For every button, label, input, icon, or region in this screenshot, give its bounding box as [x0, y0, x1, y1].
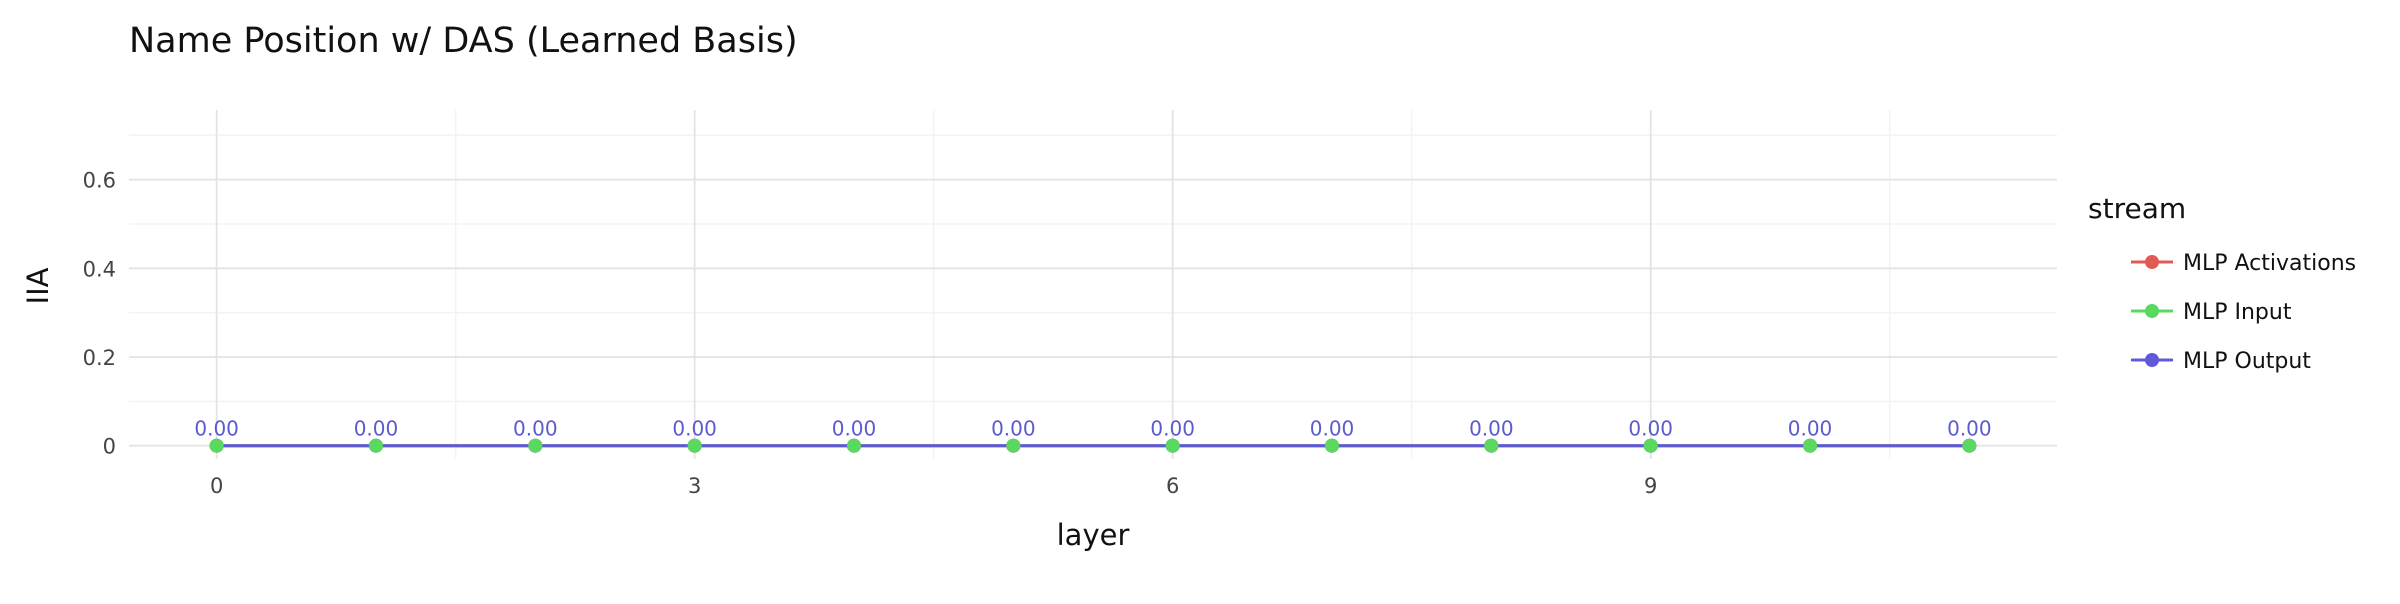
data-point: [528, 438, 543, 453]
x-tick-label: 6: [1166, 474, 1179, 498]
y-tick-label: 0: [103, 435, 116, 459]
legend-item-label: MLP Output: [2183, 349, 2311, 374]
legend-key-point: [2145, 353, 2159, 367]
x-tick-label: 0: [210, 474, 223, 498]
chart-title: Name Position w/ DAS (Learned Basis): [129, 21, 798, 61]
y-tick-label: 0.4: [83, 257, 116, 281]
grid: [129, 110, 2057, 459]
legend: stream MLP Activations MLP Input MLP Outpu…: [2088, 192, 2356, 374]
data-label: 0.00: [991, 417, 1036, 441]
data-point: [209, 438, 224, 453]
y-axis-ticks: 0 0.2 0.4 0.6: [83, 169, 116, 459]
data-label: 0.00: [672, 417, 717, 441]
legend-title: stream: [2088, 192, 2186, 225]
data-label: 0.00: [1150, 417, 1195, 441]
x-axis-ticks: 0 3 6 9: [210, 474, 1657, 498]
data-point: [1803, 438, 1818, 453]
data-point: [1643, 438, 1658, 453]
data-point: [1165, 438, 1180, 453]
data-labels: 0.00 0.00 0.00 0.00 0.00 0.00 0.00 0.00 0.00 0.00…: [194, 417, 1991, 441]
data-point: [1006, 438, 1021, 453]
data-point: [687, 438, 702, 453]
data-point: [846, 438, 861, 453]
series-points: [209, 438, 1977, 453]
data-label: 0.00: [513, 417, 558, 441]
x-tick-label: 3: [688, 474, 701, 498]
data-label: 0.00: [1628, 417, 1673, 441]
x-axis-label: layer: [1057, 518, 1130, 552]
legend-item-label: MLP Activations: [2183, 251, 2356, 276]
data-label: 0.00: [832, 417, 877, 441]
legend-key-point: [2145, 304, 2159, 318]
data-label: 0.00: [1947, 417, 1992, 441]
data-label: 0.00: [1469, 417, 1514, 441]
data-label: 0.00: [354, 417, 399, 441]
data-point: [1962, 438, 1977, 453]
data-point: [1484, 438, 1499, 453]
data-label: 0.00: [1310, 417, 1355, 441]
y-tick-label: 0.2: [83, 346, 116, 370]
legend-item-label: MLP Input: [2183, 300, 2292, 325]
x-tick-label: 9: [1644, 474, 1657, 498]
y-tick-label: 0.6: [83, 169, 116, 193]
y-axis-label: IIA: [21, 267, 55, 304]
data-point: [368, 438, 383, 453]
data-label: 0.00: [1788, 417, 1833, 441]
data-label: 0.00: [194, 417, 239, 441]
data-point: [1325, 438, 1340, 453]
legend-key-point: [2145, 255, 2159, 269]
